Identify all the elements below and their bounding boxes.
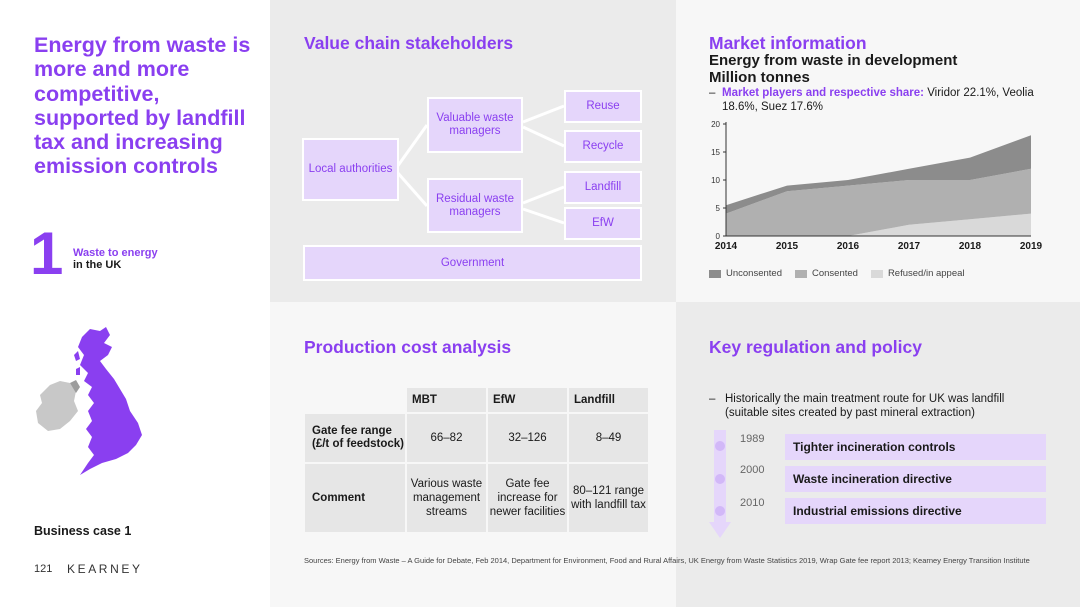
- left-panel: [0, 0, 270, 607]
- x-tick-label: 2014: [715, 241, 738, 252]
- market-players-values: Viridor 22.1%, Veolia 18.6%, Suez 17.6%: [722, 87, 1034, 113]
- valuable-waste-managers-box: Valuable waste managers: [427, 97, 523, 153]
- timeline-arrow-icon: [709, 430, 731, 538]
- chart-legend: Unconsented Consented Refused/in appeal: [709, 268, 978, 279]
- value-chain-title: Value chain stakeholders: [304, 33, 514, 53]
- legend-item-unconsented: Unconsented: [709, 268, 782, 279]
- x-tick-label: 2015: [776, 241, 799, 252]
- table-cell: Gate fee increase for newer facilities: [486, 462, 569, 534]
- legend-item-refused: Refused/in appeal: [870, 268, 965, 279]
- chart-subtitle: Energy from waste in development Million…: [709, 52, 957, 86]
- production-cost-title: Production cost analysis: [304, 337, 512, 357]
- efw-box: EfW: [564, 207, 642, 240]
- table-cell: 8–49: [567, 412, 650, 464]
- market-players-text: Market players and respective share: Vir…: [722, 87, 1049, 114]
- bullet-dash: –: [709, 87, 716, 99]
- area-chart: 0 5 10 15 20 2014 2015 2016 2017 2018 2019: [711, 120, 1043, 252]
- legend-label: Consented: [811, 268, 858, 279]
- brand-logo: KEARNEY: [67, 562, 143, 576]
- production-cost-table: MBT EfW Landfill Gate fee range (£/t of …: [303, 386, 650, 534]
- legend-swatch: [794, 269, 807, 278]
- market-info-title: Market information: [709, 33, 867, 53]
- timeline-event: Waste incineration directive: [785, 466, 1046, 492]
- section-title: Waste to energy: [73, 247, 158, 259]
- section-subtitle: in the UK: [73, 259, 122, 271]
- area-series-refused-in-appeal: [726, 213, 1031, 236]
- regulation-title: Key regulation and policy: [709, 337, 922, 357]
- table-cell: 66–82: [405, 412, 488, 464]
- landfill-box: Landfill: [564, 171, 642, 204]
- table-cell: 32–126: [486, 412, 569, 464]
- regulation-bullet-text: Historically the main treatment route fo…: [725, 393, 1005, 419]
- timeline-year: 1989: [740, 433, 765, 445]
- y-tick-label: 10: [711, 176, 720, 185]
- government-box: Government: [303, 245, 642, 281]
- timeline-year: 2000: [740, 464, 765, 476]
- bullet-dash: –: [709, 393, 716, 405]
- uk-map-icon: [36, 327, 142, 475]
- area-series-consented: [726, 168, 1031, 236]
- table-corner-cell: [303, 386, 407, 414]
- y-tick-label: 5: [716, 204, 721, 213]
- x-tick-label: 2017: [898, 241, 921, 252]
- sources-footnote: Sources: Energy from Waste – A Guide for…: [304, 556, 1030, 565]
- x-tick-label: 2019: [1020, 241, 1043, 252]
- y-tick-label: 0: [716, 232, 721, 241]
- y-tick-label: 20: [711, 120, 720, 129]
- business-case-label: Business case 1: [34, 524, 132, 538]
- local-authorities-box: Local authorities: [302, 138, 399, 201]
- table-row: Comment Various waste management streams…: [303, 462, 650, 534]
- legend-item-consented: Consented: [794, 268, 858, 279]
- x-tick-label: 2016: [837, 241, 860, 252]
- section-number: 1: [30, 220, 63, 287]
- legend-label: Unconsented: [726, 268, 782, 279]
- legend-swatch: [709, 269, 721, 278]
- legend-label: Refused/in appeal: [887, 268, 965, 279]
- regulation-bullet: – Historically the main treatment route …: [709, 392, 1049, 420]
- table-header-row: MBT EfW Landfill: [303, 386, 650, 414]
- table-row: Gate fee range (£/t of feedstock) 66–82 …: [303, 412, 650, 464]
- x-tick-label: 2018: [959, 241, 982, 252]
- row-label: Comment: [303, 462, 407, 534]
- table-header: Landfill: [567, 386, 650, 414]
- timeline-year: 2010: [740, 497, 765, 509]
- residual-waste-managers-box: Residual waste managers: [427, 178, 523, 233]
- table-header: EfW: [486, 386, 569, 414]
- row-label: Gate fee range (£/t of feedstock): [303, 412, 407, 464]
- table-cell: 80–121 range with landfill tax: [567, 462, 650, 534]
- table-cell: Various waste management streams: [405, 462, 488, 534]
- table-header: MBT: [405, 386, 488, 414]
- reuse-box: Reuse: [564, 90, 642, 123]
- timeline-event: Tighter incineration controls: [785, 434, 1046, 460]
- y-tick-label: 15: [711, 148, 720, 157]
- page-number: 121: [34, 563, 53, 575]
- legend-swatch: [870, 269, 883, 278]
- market-players-bullet: – Market players and respective share: V…: [709, 87, 1049, 114]
- market-players-label: Market players and respective share:: [722, 87, 924, 99]
- recycle-box: Recycle: [564, 130, 642, 163]
- chart-subtitle-line-2: Million tonnes: [709, 69, 810, 86]
- timeline-event: Industrial emissions directive: [785, 498, 1046, 524]
- value-chain-connectors: [395, 104, 565, 225]
- chart-subtitle-line-1: Energy from waste in development: [709, 52, 958, 69]
- page-headline: Energy from waste is more and more compe…: [34, 33, 251, 179]
